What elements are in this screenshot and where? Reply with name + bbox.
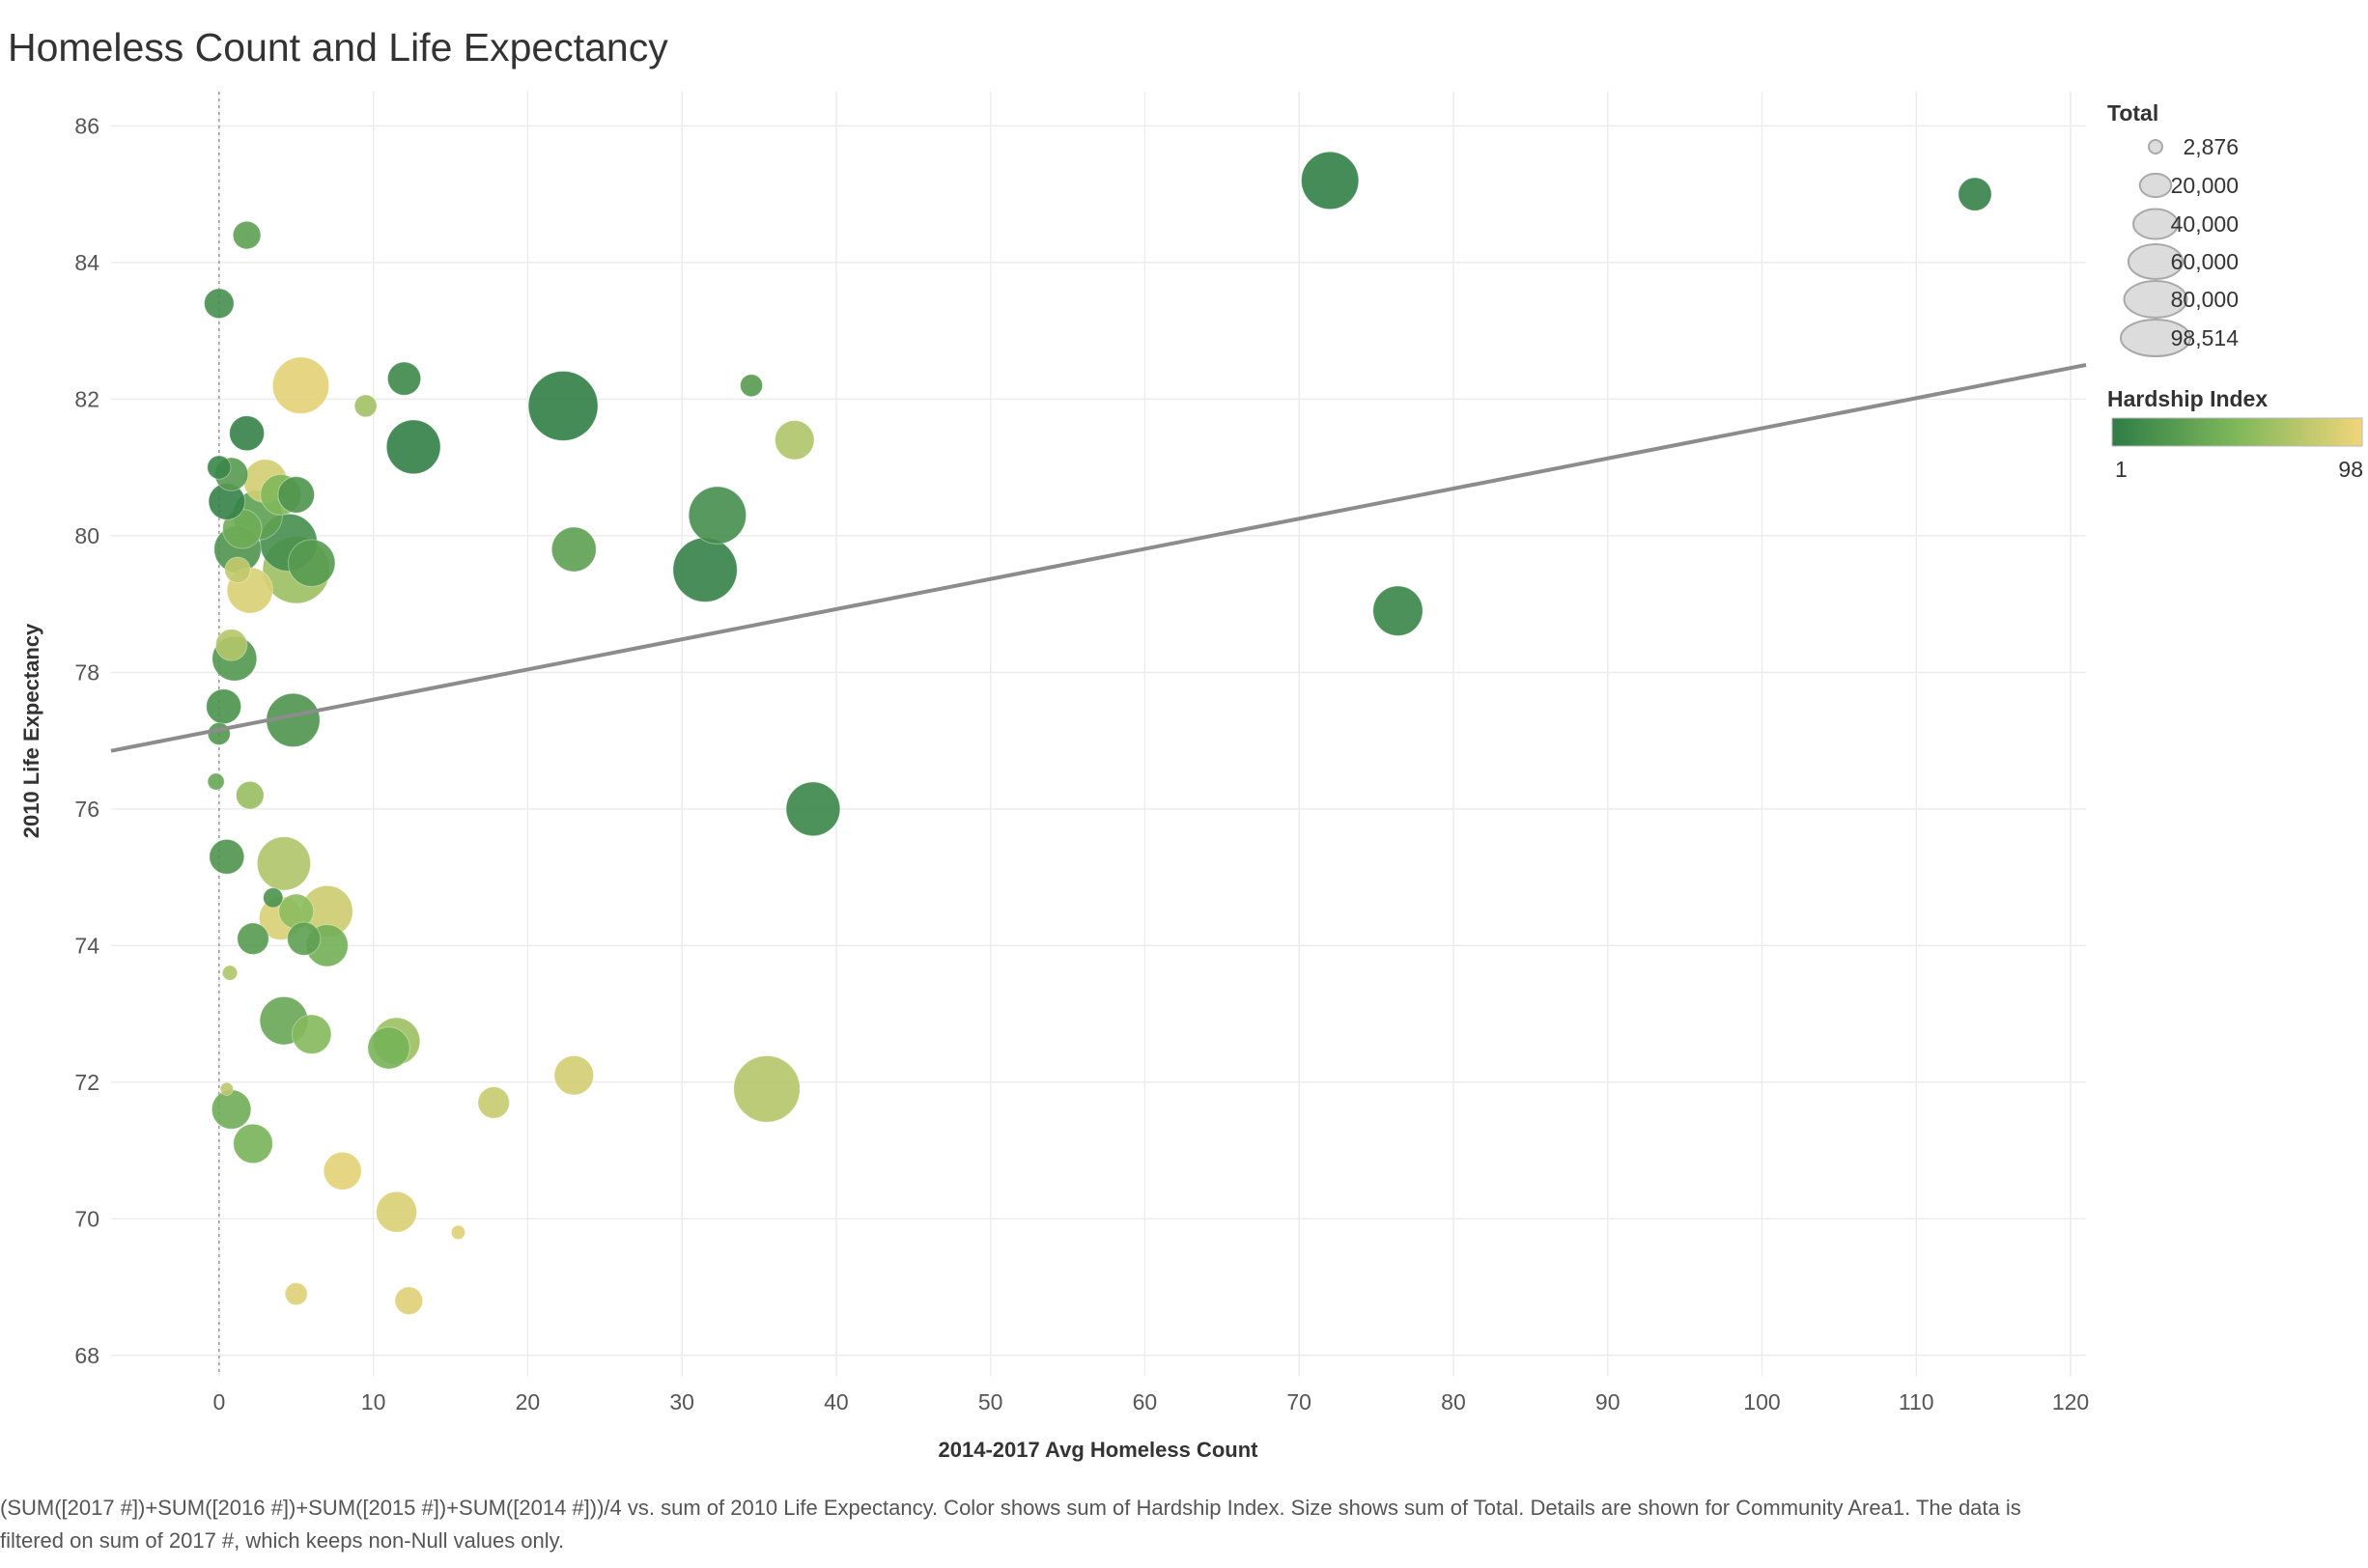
data-point[interactable] — [287, 921, 322, 956]
size-legend-label: 20,000 — [2171, 173, 2239, 198]
data-point[interactable] — [229, 415, 266, 452]
y-tick-label: 78 — [74, 659, 99, 685]
size-legend-label: 2,876 — [2183, 134, 2239, 159]
data-point[interactable] — [733, 1055, 801, 1123]
data-point[interactable] — [550, 526, 597, 573]
data-point[interactable] — [237, 922, 269, 955]
data-point[interactable] — [394, 1286, 424, 1316]
data-points — [204, 151, 1992, 1316]
data-point[interactable] — [1958, 177, 1992, 211]
data-point[interactable] — [204, 288, 235, 320]
data-point[interactable] — [450, 1224, 466, 1241]
y-tick-label: 86 — [74, 113, 99, 138]
color-legend: Hardship Index 1 98 — [2107, 386, 2363, 482]
data-point[interactable] — [1300, 151, 1360, 210]
data-point[interactable] — [775, 420, 815, 461]
data-point[interactable] — [386, 361, 422, 396]
data-point[interactable] — [291, 1014, 332, 1055]
x-axis-title: 2014-2017 Avg Homeless Count — [939, 1438, 1259, 1462]
data-point[interactable] — [287, 539, 336, 587]
data-point[interactable] — [1372, 585, 1424, 636]
color-legend-max-label: 98 — [2338, 457, 2363, 482]
size-legend-title: Total — [2107, 100, 2158, 126]
x-tick-label: 60 — [1133, 1389, 1158, 1414]
data-point[interactable] — [553, 1054, 595, 1096]
size-legend: Total 2,876 20,000 40,000 60,000 80,000 98,51… — [2107, 100, 2240, 357]
data-point[interactable] — [232, 220, 262, 250]
data-point[interactable] — [385, 419, 441, 475]
x-tick-label: 30 — [669, 1389, 694, 1414]
data-point[interactable] — [376, 1190, 418, 1233]
chart-title: Homeless Count and Life Expectancy — [8, 25, 668, 70]
x-tick-label: 70 — [1286, 1389, 1311, 1414]
size-legend-swatch — [2138, 172, 2173, 199]
y-tick-label: 82 — [74, 386, 99, 411]
data-point[interactable] — [785, 781, 841, 837]
data-point[interactable] — [233, 1123, 273, 1164]
y-tick-label: 68 — [74, 1343, 99, 1368]
y-axis-title: 2010 Life Expectancy — [19, 623, 43, 838]
data-point[interactable] — [477, 1086, 510, 1119]
y-axis-ticks: 68 70 72 74 76 78 80 82 84 86 — [74, 113, 99, 1367]
data-point[interactable] — [353, 394, 378, 418]
gridlines — [111, 92, 2086, 1376]
size-legend-label: 80,000 — [2171, 287, 2239, 312]
y-tick-label: 76 — [74, 797, 99, 822]
size-legend-swatch — [2120, 319, 2191, 357]
y-tick-label: 84 — [74, 250, 99, 275]
x-axis-ticks: 0 10 20 30 40 50 60 70 80 90 100 110 120 — [212, 1389, 2089, 1414]
data-point[interactable] — [207, 455, 232, 480]
y-tick-label: 70 — [74, 1206, 99, 1231]
data-point[interactable] — [256, 836, 312, 891]
size-legend-swatch — [2148, 139, 2163, 154]
color-legend-title: Hardship Index — [2107, 386, 2268, 411]
x-tick-label: 10 — [361, 1389, 386, 1414]
data-point[interactable] — [235, 780, 265, 810]
size-legend-label: 60,000 — [2171, 249, 2239, 274]
x-tick-label: 20 — [516, 1389, 541, 1414]
size-legend-swatch — [2127, 242, 2185, 281]
data-point[interactable] — [206, 688, 242, 725]
x-tick-label: 110 — [1899, 1389, 1934, 1414]
data-point[interactable] — [271, 356, 330, 414]
data-point[interactable] — [209, 838, 245, 875]
data-point[interactable] — [263, 887, 284, 909]
data-point[interactable] — [688, 486, 747, 545]
y-tick-label: 74 — [74, 933, 99, 958]
data-point[interactable] — [214, 629, 248, 661]
data-point[interactable] — [277, 476, 315, 514]
y-tick-label: 80 — [74, 523, 99, 548]
size-legend-label: 40,000 — [2171, 211, 2239, 237]
data-point[interactable] — [367, 1026, 410, 1070]
size-legend-swatch — [2123, 280, 2188, 319]
x-tick-label: 40 — [824, 1389, 849, 1414]
chart-caption: (SUM([2017 #])+SUM([2016 #])+SUM([2015 #… — [0, 1496, 2021, 1553]
data-point[interactable] — [207, 772, 225, 791]
x-tick-label: 120 — [2052, 1389, 2089, 1414]
x-tick-label: 80 — [1441, 1389, 1466, 1414]
size-legend-swatch — [2132, 208, 2179, 240]
data-point[interactable] — [207, 722, 231, 745]
trend-line — [110, 363, 2087, 753]
data-point[interactable] — [527, 371, 599, 441]
x-tick-label: 50 — [978, 1389, 1003, 1414]
x-tick-label: 0 — [212, 1389, 225, 1414]
size-legend-label: 98,514 — [2171, 325, 2240, 350]
x-tick-label: 100 — [1743, 1389, 1780, 1414]
data-point[interactable] — [224, 556, 251, 583]
x-tick-label: 90 — [1595, 1389, 1621, 1414]
data-point[interactable] — [672, 537, 738, 602]
data-point[interactable] — [740, 374, 764, 398]
color-legend-min-label: 1 — [2115, 457, 2128, 482]
color-legend-gradient — [2111, 417, 2363, 447]
data-point[interactable] — [284, 1282, 308, 1306]
data-point[interactable] — [211, 1089, 252, 1130]
y-tick-label: 72 — [74, 1070, 99, 1095]
data-point[interactable] — [323, 1151, 362, 1190]
data-point[interactable] — [219, 1081, 234, 1097]
data-point[interactable] — [221, 965, 239, 981]
